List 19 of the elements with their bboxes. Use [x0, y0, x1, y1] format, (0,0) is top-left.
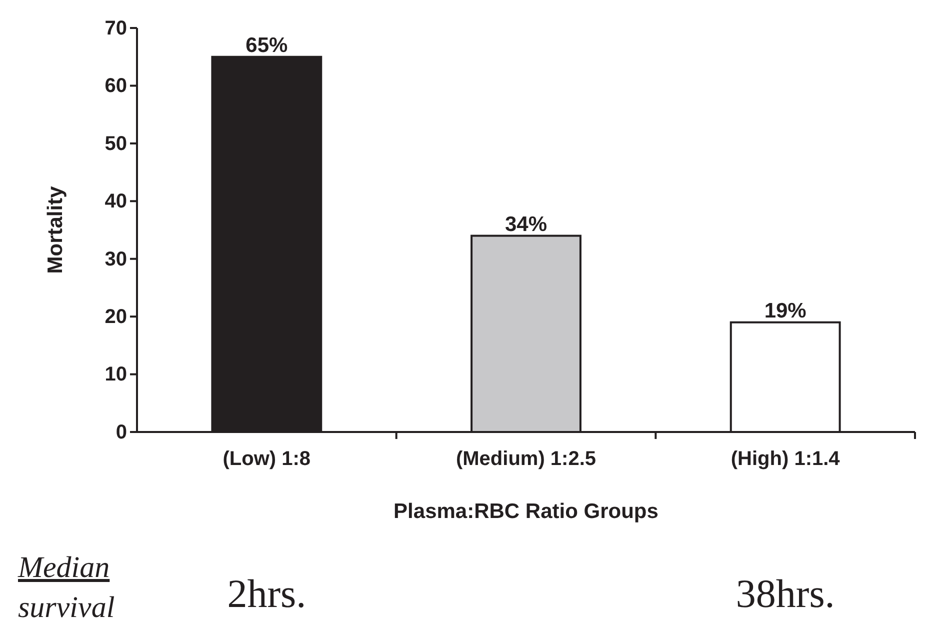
y-axis-title: Mortality — [44, 186, 67, 274]
y-tick-label: 40 — [104, 190, 127, 213]
data-label: 65% — [246, 34, 288, 57]
y-tick-label: 60 — [104, 75, 127, 98]
x-axis-title: Plasma:RBC Ratio Groups — [394, 500, 658, 523]
y-tick-label: 30 — [104, 248, 127, 270]
y-tick-label: 0 — [116, 421, 127, 444]
data-label: 19% — [764, 299, 807, 322]
data-label: 34% — [504, 212, 548, 236]
y-tick-label: 10 — [104, 364, 127, 386]
y-tick-label: 70 — [104, 17, 127, 40]
x-tick-label: (Medium) 1:2.5 — [456, 448, 596, 470]
x-tick-label: (Low) 1:8 — [222, 448, 311, 470]
y-tick-label: 20 — [104, 306, 127, 328]
x-tick-label: (High) 1:1.4 — [730, 448, 841, 470]
y-tick-label: 50 — [104, 132, 127, 155]
text: 38hrs. — [736, 571, 835, 616]
text: Median survival — [17, 551, 115, 624]
text: 2hrs. — [227, 571, 306, 616]
